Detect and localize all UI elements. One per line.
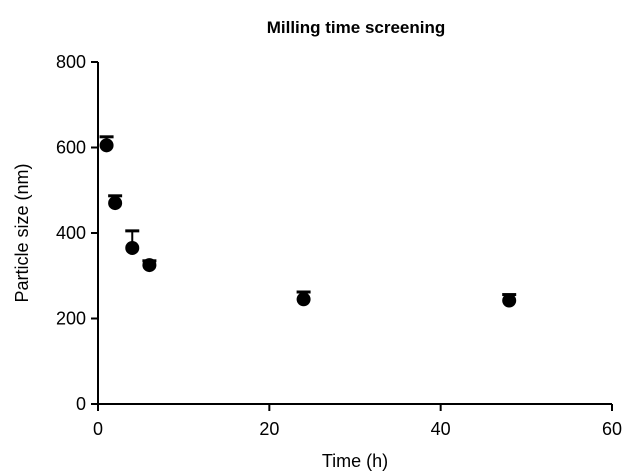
x-tick-label: 0 [93, 419, 103, 439]
x-tick-label: 20 [259, 419, 279, 439]
y-tick-label: 600 [56, 138, 86, 158]
x-tick-label: 40 [431, 419, 451, 439]
y-tick-label: 800 [56, 52, 86, 72]
data-point [142, 258, 157, 273]
data-point [108, 196, 123, 211]
data-point [99, 138, 114, 153]
y-tick-label: 200 [56, 309, 86, 329]
chart-title: Milling time screening [267, 18, 446, 37]
y-tick-label: 0 [76, 394, 86, 414]
error-bars [99, 135, 517, 301]
x-ticks: 0 20 40 60 [93, 404, 622, 439]
data-point [502, 293, 517, 308]
data-point [296, 292, 311, 307]
y-ticks: 0 200 400 600 800 [56, 52, 98, 414]
data-points [99, 138, 517, 308]
x-tick-label: 60 [602, 419, 622, 439]
y-axis-label: Particle size (nm) [12, 163, 32, 302]
x-axis-label: Time (h) [322, 451, 388, 471]
plot-area: 0 200 400 600 800 0 20 40 60 [56, 52, 622, 439]
y-tick-label: 400 [56, 223, 86, 243]
data-point [125, 240, 140, 255]
